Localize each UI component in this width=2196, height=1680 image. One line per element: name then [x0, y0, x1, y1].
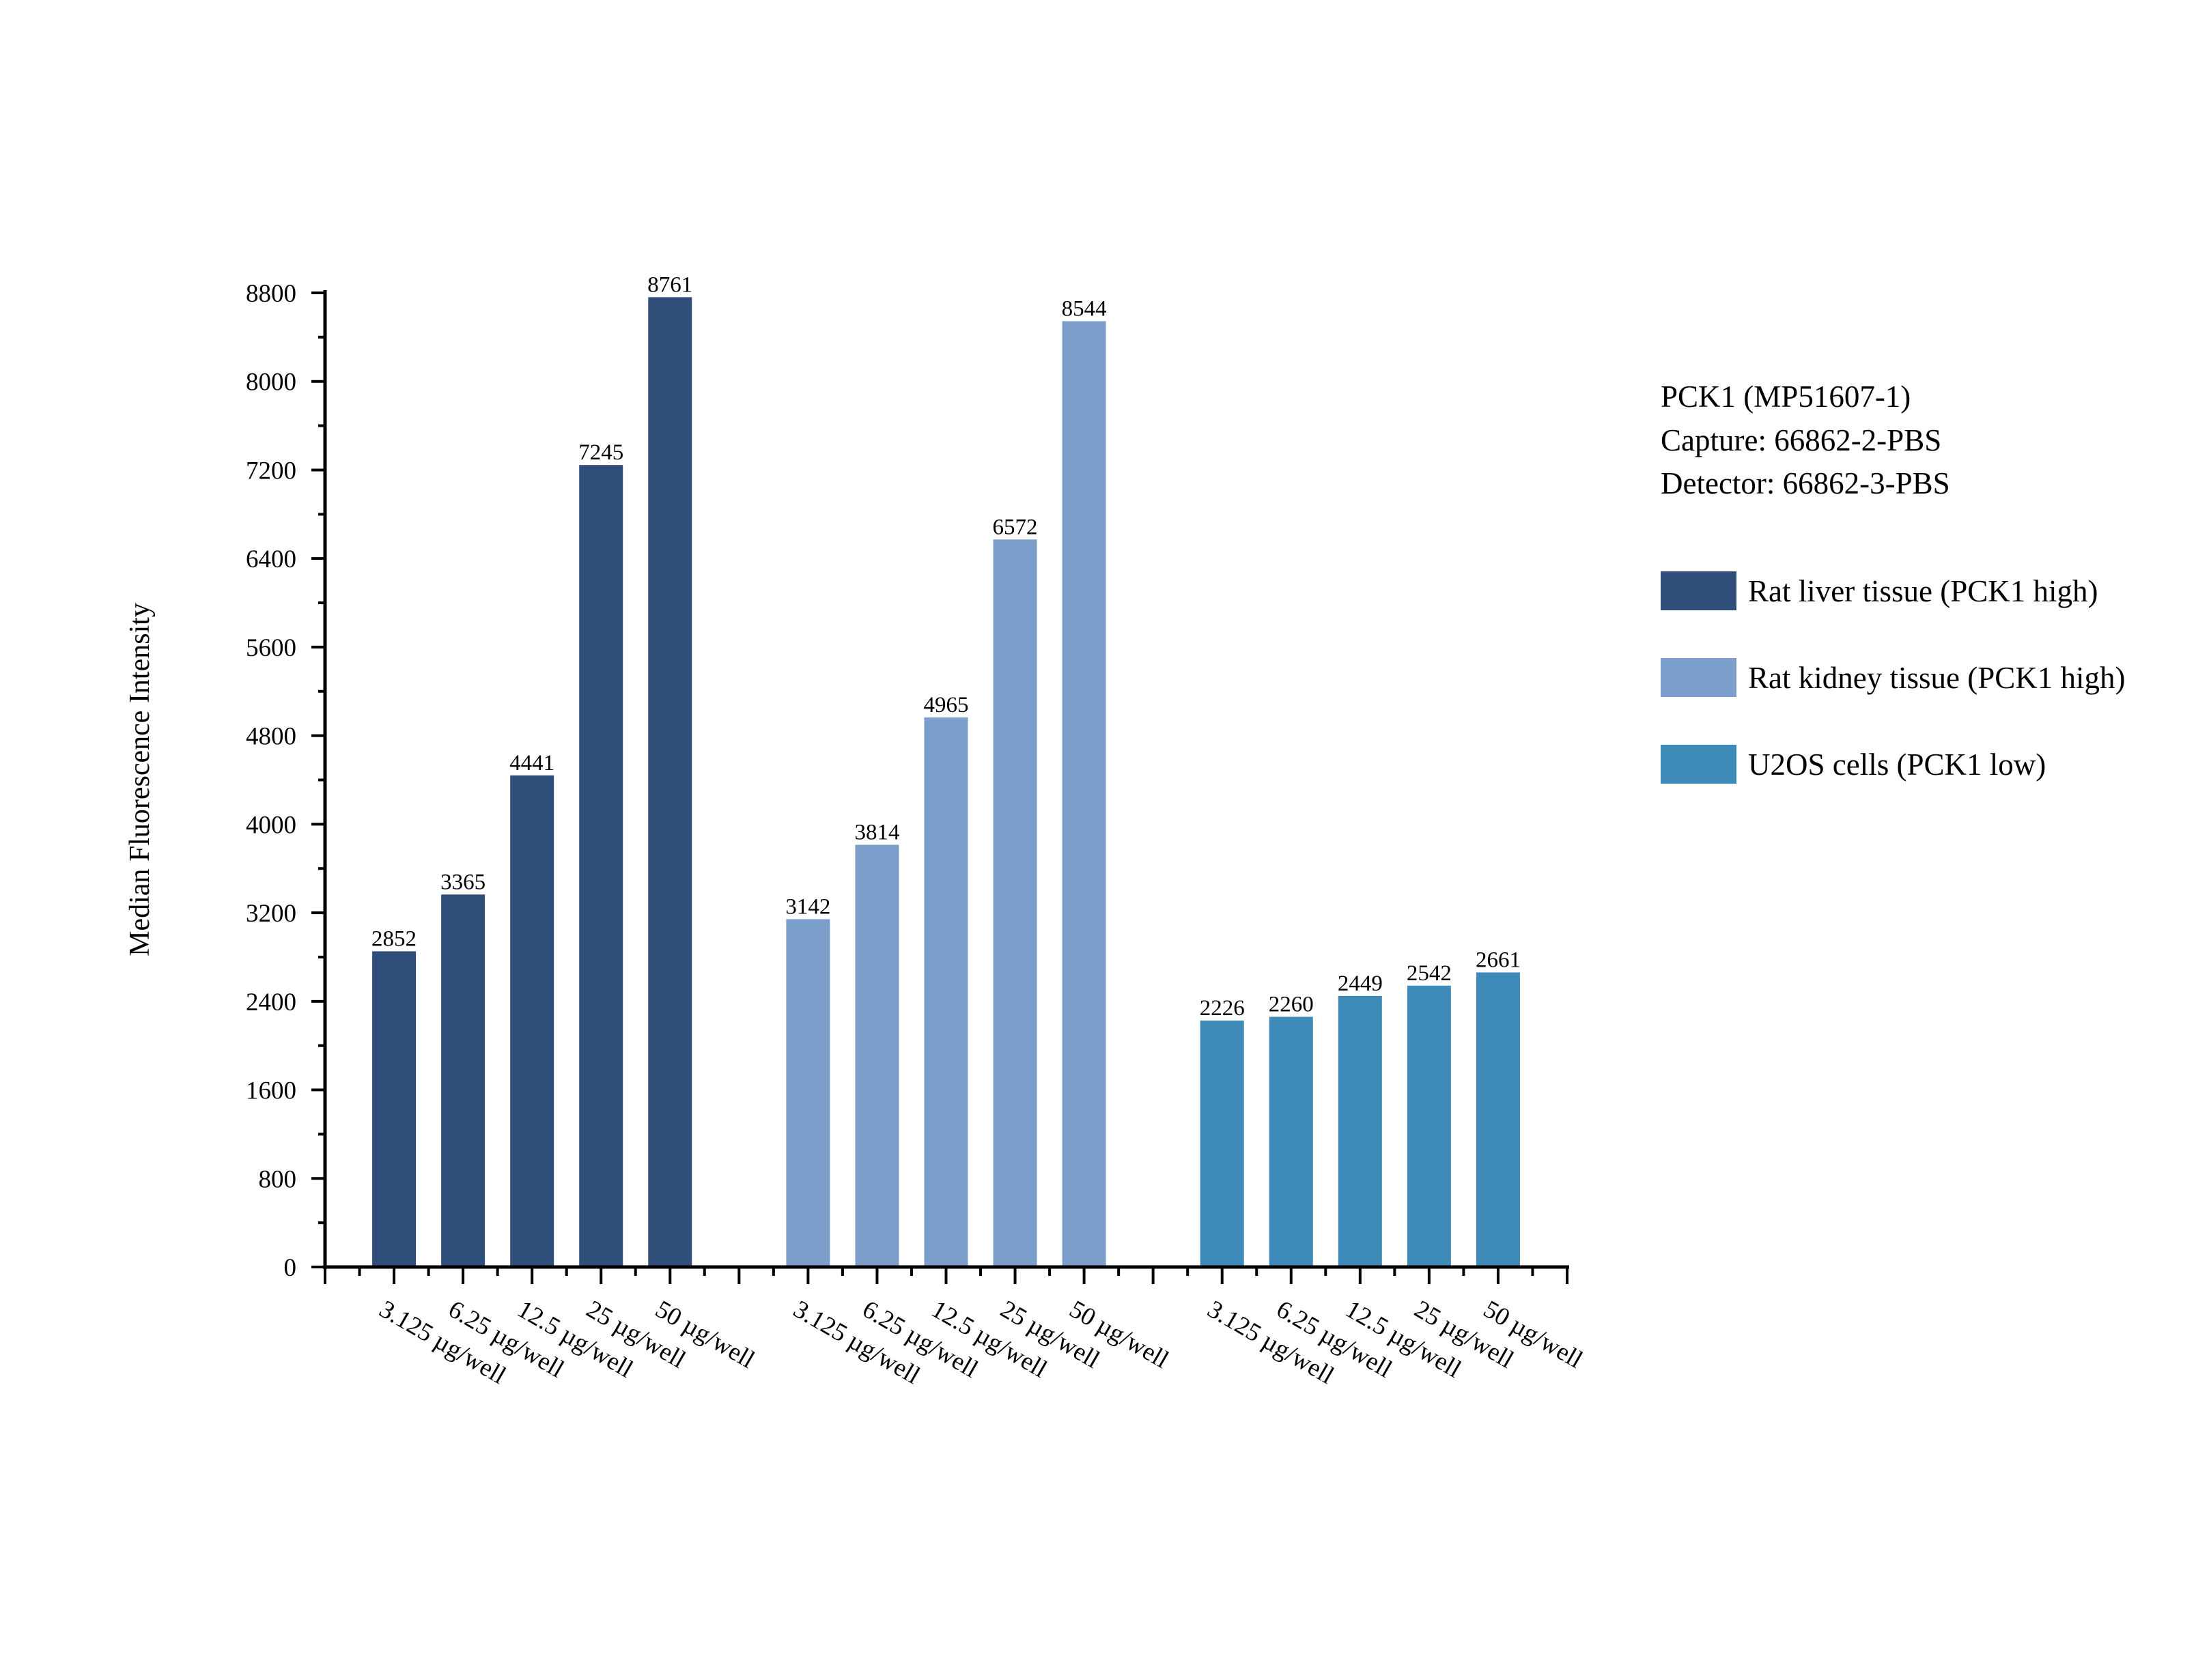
- data-label: 2260: [1269, 993, 1314, 1017]
- bar: [648, 297, 692, 1267]
- data-label: 8761: [647, 272, 692, 297]
- legend-label: Rat kidney tissue (PCK1 high): [1748, 661, 2125, 695]
- data-label: 4965: [924, 693, 969, 717]
- bar: [1476, 972, 1520, 1267]
- data-label: 3814: [854, 821, 899, 845]
- bar: [1200, 1021, 1244, 1267]
- legend-swatch: [1661, 745, 1736, 784]
- data-label: 2449: [1338, 971, 1383, 996]
- annotation-line: Detector: 66862-3-PBS: [1661, 466, 1950, 500]
- legend-label: Rat liver tissue (PCK1 high): [1748, 574, 2098, 608]
- annotation: PCK1 (MP51607-1) Capture: 66862-2-PBS De…: [1661, 380, 1950, 500]
- bar: [993, 539, 1037, 1267]
- data-label: 8544: [1062, 297, 1107, 322]
- y-tick-label: 4000: [246, 811, 296, 839]
- bar: [924, 717, 968, 1267]
- data-label: 2542: [1407, 961, 1452, 986]
- y-tick-label: 8000: [246, 369, 296, 397]
- y-tick-label: 2400: [246, 988, 296, 1016]
- data-label: 3365: [440, 870, 485, 894]
- bar: [579, 465, 623, 1267]
- legend-swatch: [1661, 658, 1736, 697]
- data-label: 6572: [993, 515, 1038, 539]
- bar: [372, 951, 417, 1267]
- data-label: 2661: [1476, 948, 1521, 972]
- bar: [855, 844, 899, 1267]
- bar: [510, 775, 554, 1267]
- annotation-line: PCK1 (MP51607-1): [1661, 380, 1911, 414]
- y-tick-label: 5600: [246, 634, 296, 662]
- y-tick-label: 6400: [246, 545, 296, 573]
- legend-label: U2OS cells (PCK1 low): [1748, 748, 2046, 782]
- y-tick-label: 800: [259, 1165, 297, 1193]
- bar: [786, 919, 830, 1267]
- y-tick-label: 3200: [246, 900, 296, 928]
- y-axis-title: Median Fluorescence Intensity: [124, 603, 156, 956]
- data-label: 2226: [1200, 996, 1245, 1021]
- legend: Rat liver tissue (PCK1 high) Rat kidney t…: [1661, 571, 2125, 784]
- y-tick-label: 0: [284, 1254, 297, 1282]
- data-label: 4441: [509, 751, 554, 775]
- bar: [1062, 321, 1106, 1268]
- bar: [441, 894, 485, 1267]
- y-tick-label: 8800: [246, 280, 296, 308]
- bar: [1269, 1016, 1313, 1267]
- annotation-line: Capture: 66862-2-PBS: [1661, 423, 1941, 457]
- axes-layer: 0 800 1600 2400 3200 4000 4800 5600 6400 7200 8000…: [246, 280, 1569, 1284]
- y-tick-label: 1600: [246, 1077, 296, 1105]
- legend-swatch: [1661, 571, 1736, 610]
- data-label: 7245: [578, 440, 623, 465]
- bar: [1407, 985, 1451, 1267]
- y-tick-label: 7200: [246, 457, 296, 485]
- y-tick-label: 4800: [246, 723, 296, 751]
- data-label: 2852: [371, 927, 417, 952]
- data-label: 3142: [785, 894, 830, 919]
- bar: [1338, 995, 1382, 1267]
